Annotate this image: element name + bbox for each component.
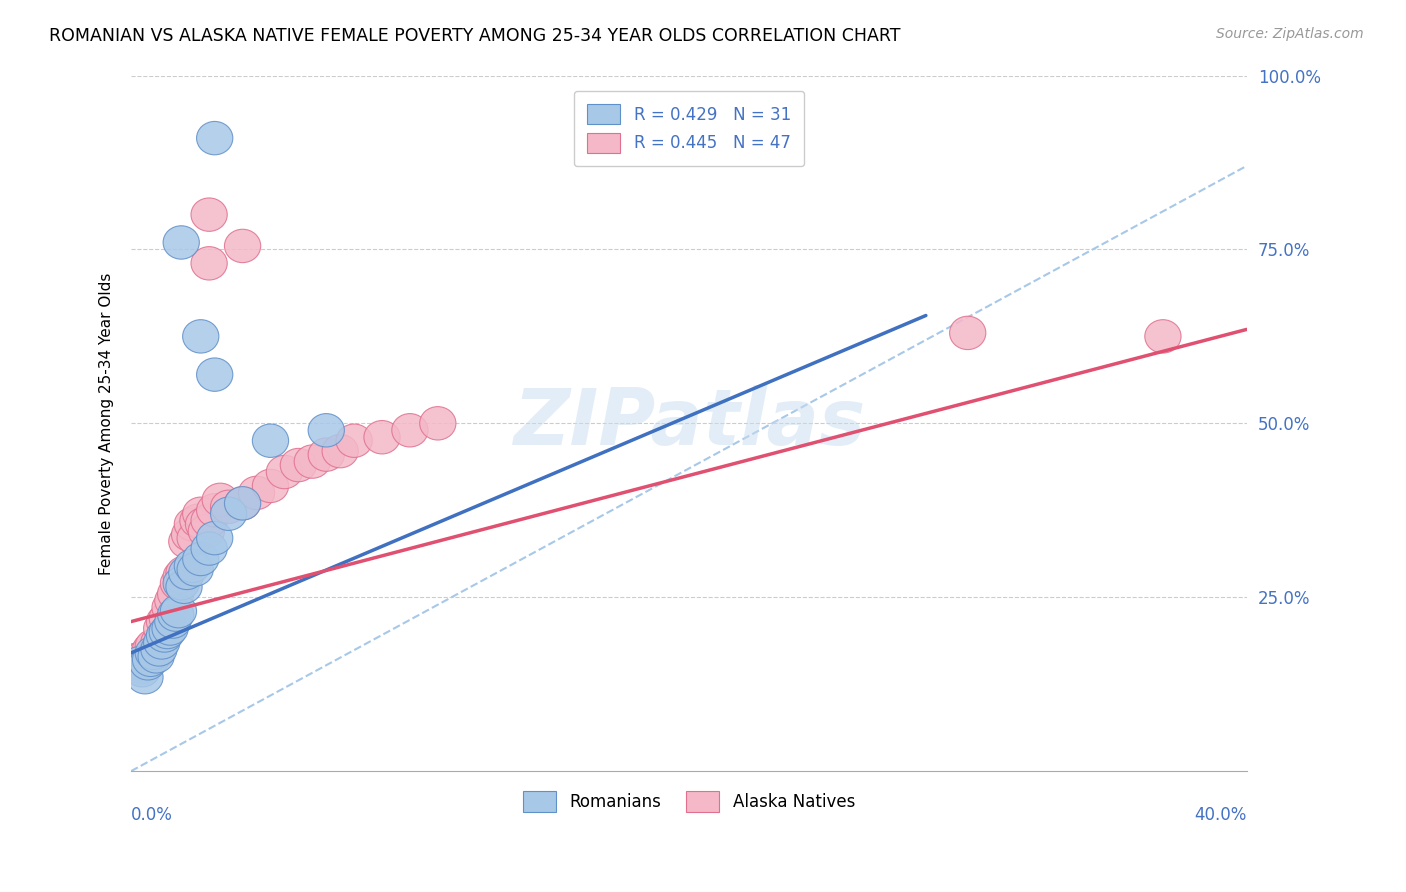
Ellipse shape xyxy=(149,615,186,648)
Ellipse shape xyxy=(132,632,169,666)
Ellipse shape xyxy=(188,515,225,548)
Ellipse shape xyxy=(143,626,180,659)
Ellipse shape xyxy=(191,532,228,566)
Ellipse shape xyxy=(172,518,208,551)
Ellipse shape xyxy=(169,557,205,590)
Ellipse shape xyxy=(118,643,155,676)
Ellipse shape xyxy=(252,469,288,502)
Ellipse shape xyxy=(186,508,222,541)
Ellipse shape xyxy=(129,647,166,680)
Ellipse shape xyxy=(155,605,191,639)
Ellipse shape xyxy=(197,522,233,555)
Ellipse shape xyxy=(124,650,160,683)
Ellipse shape xyxy=(191,504,228,537)
Ellipse shape xyxy=(166,557,202,590)
Ellipse shape xyxy=(225,229,260,262)
Ellipse shape xyxy=(197,493,233,527)
Text: ZIPatlas: ZIPatlas xyxy=(513,385,865,461)
Ellipse shape xyxy=(211,490,247,524)
Ellipse shape xyxy=(191,198,228,231)
Ellipse shape xyxy=(180,504,217,537)
Ellipse shape xyxy=(211,497,247,531)
Ellipse shape xyxy=(152,612,188,645)
Ellipse shape xyxy=(174,508,211,541)
Ellipse shape xyxy=(252,424,288,458)
Ellipse shape xyxy=(364,420,401,454)
Ellipse shape xyxy=(163,226,200,260)
Ellipse shape xyxy=(160,594,197,628)
Ellipse shape xyxy=(1144,319,1181,353)
Ellipse shape xyxy=(197,121,233,155)
Ellipse shape xyxy=(135,629,172,663)
Ellipse shape xyxy=(163,559,200,593)
Ellipse shape xyxy=(183,542,219,575)
Ellipse shape xyxy=(121,647,157,680)
Ellipse shape xyxy=(129,643,166,676)
Ellipse shape xyxy=(141,632,177,666)
Ellipse shape xyxy=(146,605,183,639)
Ellipse shape xyxy=(124,654,160,687)
Ellipse shape xyxy=(174,549,211,582)
Ellipse shape xyxy=(308,438,344,471)
Ellipse shape xyxy=(157,598,194,632)
Ellipse shape xyxy=(308,414,344,447)
Ellipse shape xyxy=(143,612,180,645)
Ellipse shape xyxy=(138,636,174,670)
Text: 40.0%: 40.0% xyxy=(1194,805,1247,824)
Ellipse shape xyxy=(266,455,302,489)
Ellipse shape xyxy=(177,522,214,555)
Ellipse shape xyxy=(197,358,233,392)
Text: Source: ZipAtlas.com: Source: ZipAtlas.com xyxy=(1216,27,1364,41)
Ellipse shape xyxy=(149,601,186,635)
Ellipse shape xyxy=(152,591,188,624)
Text: ROMANIAN VS ALASKA NATIVE FEMALE POVERTY AMONG 25-34 YEAR OLDS CORRELATION CHART: ROMANIAN VS ALASKA NATIVE FEMALE POVERTY… xyxy=(49,27,901,45)
Ellipse shape xyxy=(191,247,228,280)
Ellipse shape xyxy=(177,553,214,586)
Ellipse shape xyxy=(322,434,359,467)
Ellipse shape xyxy=(141,626,177,659)
Ellipse shape xyxy=(121,647,157,680)
Ellipse shape xyxy=(225,487,260,520)
Ellipse shape xyxy=(160,566,197,600)
Ellipse shape xyxy=(155,584,191,617)
Ellipse shape xyxy=(280,449,316,482)
Ellipse shape xyxy=(146,619,183,652)
Ellipse shape xyxy=(169,524,205,558)
Ellipse shape xyxy=(157,577,194,610)
Ellipse shape xyxy=(202,483,239,516)
Y-axis label: Female Poverty Among 25-34 Year Olds: Female Poverty Among 25-34 Year Olds xyxy=(100,272,114,574)
Ellipse shape xyxy=(127,661,163,694)
Ellipse shape xyxy=(166,570,202,604)
Ellipse shape xyxy=(239,476,274,509)
Ellipse shape xyxy=(336,424,373,458)
Ellipse shape xyxy=(183,497,219,531)
Ellipse shape xyxy=(294,445,330,478)
Ellipse shape xyxy=(163,566,200,600)
Ellipse shape xyxy=(138,640,174,673)
Ellipse shape xyxy=(949,316,986,350)
Ellipse shape xyxy=(135,636,172,670)
Ellipse shape xyxy=(419,407,456,440)
Ellipse shape xyxy=(392,414,427,447)
Legend: Romanians, Alaska Natives: Romanians, Alaska Natives xyxy=(516,785,862,819)
Ellipse shape xyxy=(127,640,163,673)
Ellipse shape xyxy=(183,319,219,353)
Ellipse shape xyxy=(225,487,260,520)
Text: 0.0%: 0.0% xyxy=(131,805,173,824)
Ellipse shape xyxy=(132,643,169,676)
